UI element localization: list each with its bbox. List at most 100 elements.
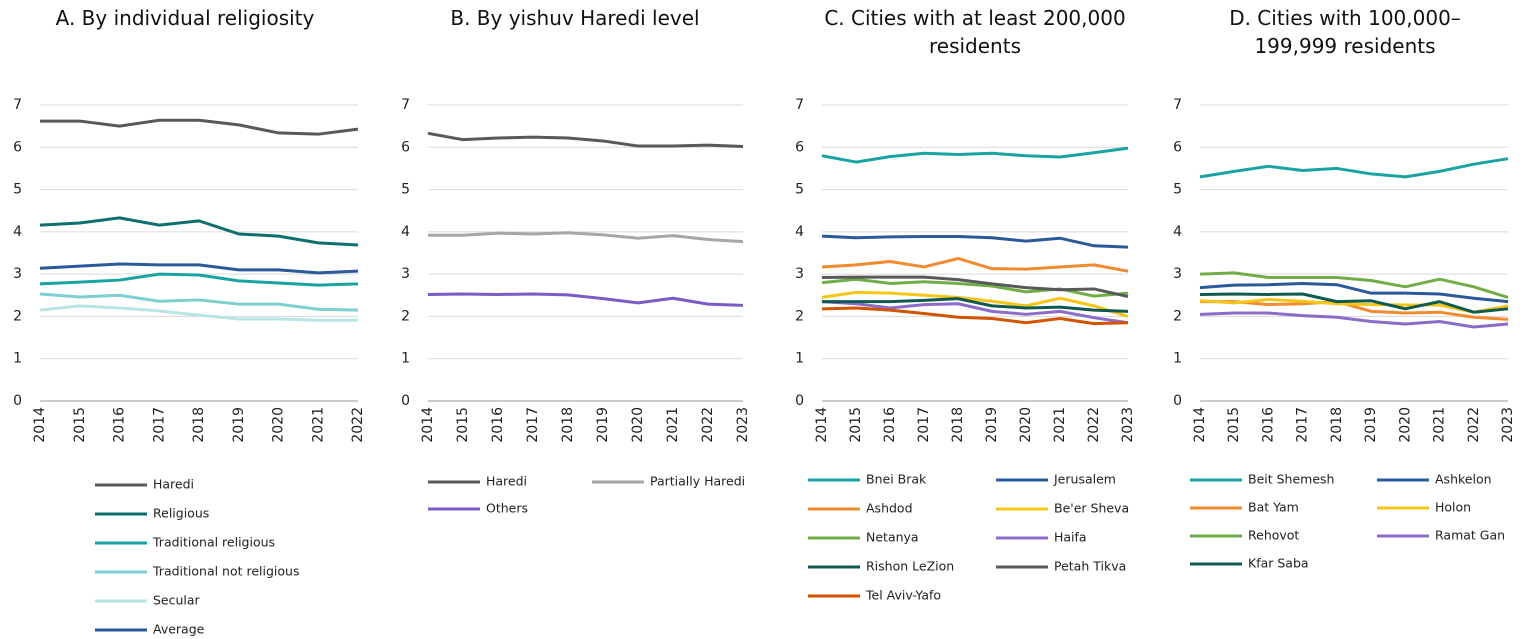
x-tick-label: 2019 [231, 407, 247, 443]
panel-title: B. By yishuv Haredi level [450, 6, 700, 30]
series-line [39, 292, 359, 312]
y-tick-label: 5 [795, 182, 804, 198]
x-tick-label: 2017 [151, 407, 167, 443]
series-line [821, 290, 1129, 318]
y-tick-label: 3 [13, 266, 22, 282]
x-tick-label: 2014 [814, 407, 830, 443]
legend-label: Jerusalem [1053, 472, 1116, 487]
series-line [821, 300, 1129, 325]
x-tick-label: 2021 [665, 407, 681, 443]
series-line [39, 272, 359, 287]
y-tick-label: 2 [1173, 308, 1182, 324]
series-line [427, 131, 744, 148]
y-tick-label: 0 [13, 393, 22, 409]
x-tick-label: 2018 [950, 407, 966, 443]
panel-title: A. By individual religiosity [55, 6, 315, 30]
panel-title: D. Cities with 100,000–199,999 residents [1229, 6, 1461, 58]
x-tick-label: 2014 [1192, 407, 1208, 443]
x-tick-label: 2023 [735, 407, 751, 443]
x-tick-label: 2015 [1226, 407, 1242, 443]
y-tick-label: 3 [1173, 266, 1182, 282]
x-tick-label: 2016 [112, 407, 128, 443]
legend-label: Religious [153, 506, 209, 521]
y-tick-label: 0 [1173, 393, 1182, 409]
x-tick-label: 2022 [700, 407, 716, 443]
legend-label: Others [486, 501, 528, 516]
y-tick-label: 5 [401, 182, 410, 198]
x-tick-label: 2021 [1432, 407, 1448, 443]
x-tick-label: 2014 [420, 407, 436, 443]
y-tick-label: 0 [401, 393, 410, 409]
legend-label: Ramat Gan [1435, 528, 1505, 543]
x-tick-label: 2019 [595, 407, 611, 443]
x-tick-label: 2020 [1397, 407, 1413, 443]
y-tick-label: 6 [13, 139, 22, 155]
legend-label: Be'er Sheva [1054, 501, 1129, 516]
x-tick-label: 2022 [350, 407, 366, 443]
series-line [427, 292, 744, 307]
y-tick-label: 0 [795, 393, 804, 409]
x-tick-label: 2015 [72, 407, 88, 443]
x-tick-label: 2021 [310, 407, 326, 443]
legend-label: Haifa [1054, 530, 1087, 545]
y-tick-label: 1 [795, 351, 804, 367]
y-tick-label: 4 [795, 224, 804, 240]
legend-label: Partially Haredi [650, 474, 745, 489]
x-tick-label: 2020 [271, 407, 287, 443]
legend-label: Traditional religious [152, 535, 275, 550]
y-tick-label: 4 [13, 224, 22, 240]
legend-label: Kfar Saba [1248, 556, 1309, 571]
y-tick-label: 6 [401, 139, 410, 155]
series-line [1199, 157, 1509, 179]
legend-label: Haredi [153, 477, 194, 492]
x-tick-label: 2022 [1086, 407, 1102, 443]
series-line [1199, 298, 1509, 314]
x-tick-label: 2020 [1018, 407, 1034, 443]
legend-label: Ashkelon [1435, 472, 1492, 487]
y-tick-label: 5 [1173, 182, 1182, 198]
legend-label: Secular [153, 593, 201, 608]
y-tick-label: 2 [401, 308, 410, 324]
series-line [1199, 281, 1509, 304]
series-line [39, 262, 359, 275]
x-tick-label: 2021 [1052, 407, 1068, 443]
x-tick-label: 2014 [32, 407, 48, 443]
x-tick-label: 2017 [525, 407, 541, 443]
legend-label: Rishon LeZion [866, 559, 954, 574]
y-tick-label: 4 [1173, 224, 1182, 240]
x-tick-label: 2016 [490, 407, 506, 443]
x-tick-label: 2017 [1295, 407, 1311, 443]
legend-label: Bnei Brak [866, 472, 927, 487]
y-tick-label: 1 [13, 351, 22, 367]
series-line [39, 216, 359, 247]
y-tick-label: 7 [401, 97, 410, 113]
y-tick-label: 7 [1173, 97, 1182, 113]
y-tick-label: 1 [1173, 351, 1182, 367]
legend-label: Tel Aviv-Yafo [865, 588, 941, 603]
x-tick-label: 2015 [848, 407, 864, 443]
y-tick-label: 7 [13, 97, 22, 113]
series-line [821, 275, 1129, 299]
series-line [428, 231, 744, 244]
x-tick-label: 2018 [560, 407, 576, 443]
legend-label: Bat Yam [1248, 500, 1299, 515]
series-line [1199, 292, 1509, 314]
x-tick-label: 2015 [455, 407, 471, 443]
y-tick-label: 7 [795, 97, 804, 113]
x-tick-label: 2018 [1329, 407, 1345, 443]
legend-label: Traditional not religious [152, 564, 300, 579]
series-line [821, 277, 1129, 298]
x-tick-label: 2018 [191, 407, 207, 443]
x-tick-label: 2017 [916, 407, 932, 443]
x-tick-label: 2019 [1363, 407, 1379, 443]
series-line [821, 256, 1129, 273]
x-tick-label: 2023 [1120, 407, 1136, 443]
x-tick-label: 2016 [882, 407, 898, 443]
series-line [822, 297, 1129, 313]
y-tick-label: 2 [13, 308, 22, 324]
series-line [1199, 311, 1509, 329]
legend-label: Holon [1435, 500, 1471, 515]
legend-label: Ashdod [866, 501, 913, 516]
x-tick-label: 2020 [630, 407, 646, 443]
